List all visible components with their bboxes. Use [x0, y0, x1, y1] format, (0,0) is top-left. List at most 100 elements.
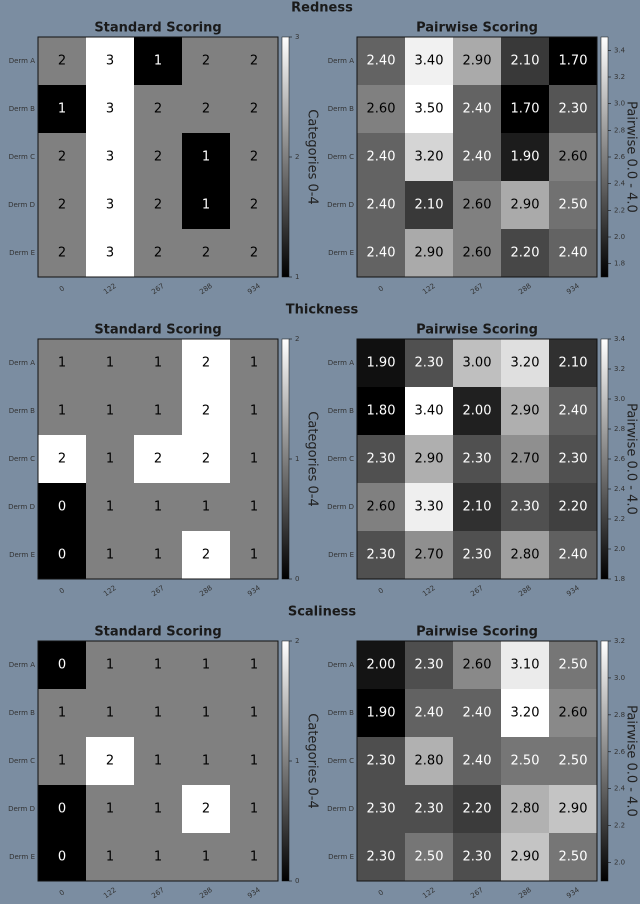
- colorbar-tick-label: 1.8: [614, 260, 625, 268]
- colorbar: [600, 338, 609, 580]
- cell: [86, 37, 134, 85]
- column-label: 267: [469, 584, 485, 598]
- row-label: Derm A: [328, 57, 354, 65]
- cell-label: 2: [154, 246, 162, 261]
- column-label: 122: [421, 282, 437, 296]
- cell-label: 1: [250, 452, 258, 467]
- cell-label: 1: [106, 452, 114, 467]
- column-label: 934: [565, 282, 581, 297]
- cell: [501, 531, 549, 579]
- cell-label: 1.90: [367, 356, 396, 371]
- cell: [86, 531, 134, 579]
- cell-label: 1: [202, 706, 210, 721]
- cell: [405, 339, 453, 387]
- cell: [134, 435, 182, 483]
- cell-label: 1: [154, 850, 162, 865]
- cell-label: 3.20: [415, 150, 444, 165]
- row-label: Derm C: [328, 455, 354, 463]
- cell-label: 2.50: [415, 850, 444, 865]
- cell-label: 2: [250, 102, 258, 117]
- cell-label: 1: [58, 706, 66, 721]
- frame: [37, 640, 279, 882]
- cell: [453, 483, 501, 531]
- cell-label: 1: [154, 500, 162, 515]
- cell: [405, 37, 453, 85]
- cell: [134, 483, 182, 531]
- cell-label: 2: [250, 246, 258, 261]
- cell-label: 2: [250, 198, 258, 213]
- cell: [38, 531, 86, 579]
- cell: [86, 785, 134, 833]
- column-label: 267: [469, 282, 485, 296]
- cell: [549, 483, 597, 531]
- row-label: Derm D: [8, 503, 35, 511]
- cell-label: 1: [250, 850, 258, 865]
- colorbar-tick-label: 2: [295, 637, 299, 645]
- cell: [405, 641, 453, 689]
- cell: [86, 737, 134, 785]
- cell-label: 0: [58, 802, 66, 817]
- cell: [549, 229, 597, 277]
- cell: [453, 641, 501, 689]
- cell: [182, 133, 230, 181]
- cell: [182, 435, 230, 483]
- section-title: Scaliness: [288, 605, 357, 620]
- cell-label: 2.80: [511, 802, 540, 817]
- cell: [357, 85, 405, 133]
- column-label: 288: [198, 584, 214, 598]
- cell: [453, 785, 501, 833]
- cell-label: 2.60: [463, 658, 492, 673]
- cell: [549, 833, 597, 881]
- cell-label: 2: [58, 198, 66, 213]
- cell: [38, 785, 86, 833]
- cell: [182, 387, 230, 435]
- cell-label: 2: [58, 452, 66, 467]
- cell: [549, 387, 597, 435]
- cell: [134, 37, 182, 85]
- cell-label: 2.20: [511, 246, 540, 261]
- colorbar-tick-label: 2.0: [614, 859, 625, 867]
- cell: [86, 641, 134, 689]
- cell: [230, 85, 278, 133]
- cell: [549, 339, 597, 387]
- row-label: Derm C: [328, 153, 354, 161]
- colorbar-tick-label: 2.8: [614, 711, 625, 719]
- column-label: 0: [58, 586, 66, 595]
- cell-label: 2.40: [463, 754, 492, 769]
- cell-label: 1: [202, 658, 210, 673]
- cell-label: 1: [250, 500, 258, 515]
- cell-label: 2.30: [463, 452, 492, 467]
- cell-label: 1: [58, 356, 66, 371]
- cell-label: 3: [106, 102, 114, 117]
- colorbar-tick-label: 1.8: [614, 575, 625, 583]
- row-label: Derm D: [8, 201, 35, 209]
- cell-label: 2: [202, 452, 210, 467]
- colorbar-tick-label: 3.2: [614, 637, 625, 645]
- cell: [501, 85, 549, 133]
- cell-label: 2: [154, 452, 162, 467]
- column-label: 122: [102, 886, 118, 900]
- cell-label: 3: [106, 198, 114, 213]
- cell: [38, 483, 86, 531]
- subplot-title: Pairwise Scoring: [416, 625, 538, 640]
- cell: [453, 181, 501, 229]
- cell-label: 2: [106, 754, 114, 769]
- cell-label: 2.40: [559, 246, 588, 261]
- cell: [38, 737, 86, 785]
- cell: [453, 737, 501, 785]
- cell-label: 1: [250, 706, 258, 721]
- section-title: Redness: [291, 1, 353, 16]
- cell: [357, 641, 405, 689]
- cell: [549, 531, 597, 579]
- cell: [182, 531, 230, 579]
- colorbar-label: Pairwise 0.0 - 4.0: [624, 403, 639, 515]
- cell: [38, 339, 86, 387]
- cell: [357, 37, 405, 85]
- colorbar-tick-label: 2.6: [614, 153, 626, 161]
- cell: [230, 641, 278, 689]
- cell: [357, 133, 405, 181]
- cell: [38, 435, 86, 483]
- cell: [501, 785, 549, 833]
- cell-label: 2.30: [367, 452, 396, 467]
- colorbar-tick-label: 2.2: [614, 515, 625, 523]
